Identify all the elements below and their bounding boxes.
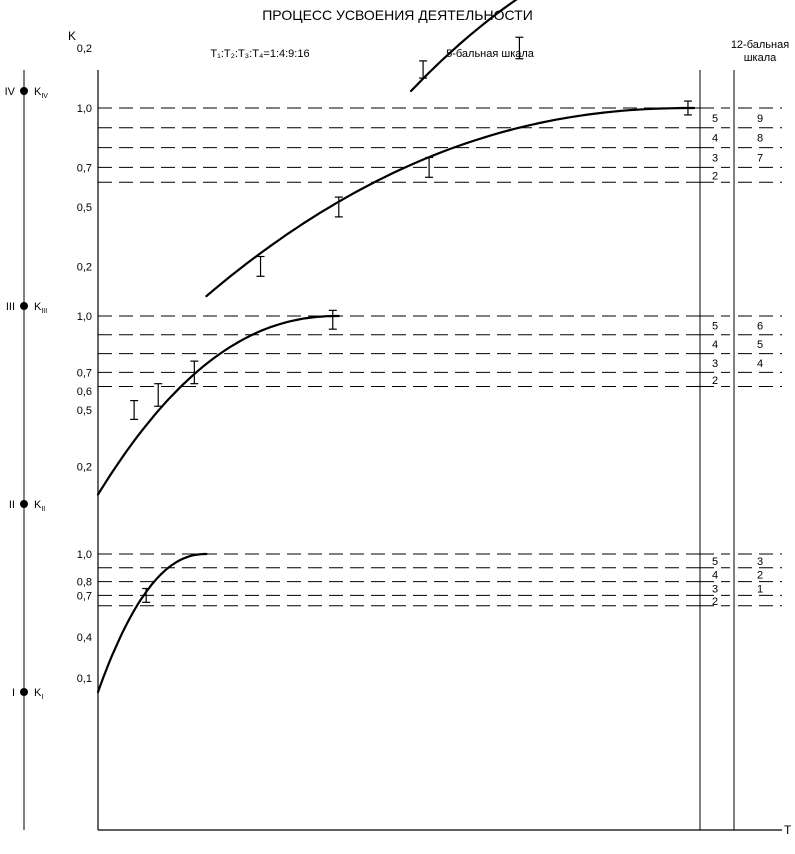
y-tick-label: 0,4 xyxy=(77,632,92,644)
scale5-value: 5 xyxy=(712,113,718,125)
scale12-value: 8 xyxy=(757,133,763,145)
roman-axis-dot xyxy=(20,688,28,696)
scale5-value: 4 xyxy=(712,339,718,351)
y-tick-label: 0,7 xyxy=(77,367,92,379)
roman-numeral: II xyxy=(9,499,15,511)
scale5-value: 3 xyxy=(712,584,718,596)
scale12-value: 3 xyxy=(757,556,763,568)
scale5-value: 2 xyxy=(712,596,718,608)
y-axis-label: K xyxy=(68,29,76,43)
y-tick-label: 0,5 xyxy=(77,405,92,417)
roman-numeral: III xyxy=(6,301,15,313)
roman-numeral: IV xyxy=(5,86,16,98)
y-tick-label: 1,0 xyxy=(77,103,92,115)
scale12-header-line1: 12-бальная xyxy=(731,39,789,51)
scale12-header-line2: шкала xyxy=(744,52,777,64)
y-tick-label: 1,0 xyxy=(77,549,92,561)
scale5-value: 5 xyxy=(712,556,718,568)
y-tick-label: 0,2 xyxy=(77,261,92,273)
scale5-value: 3 xyxy=(712,358,718,370)
roman-axis-dot xyxy=(20,500,28,508)
ratio-header: T₁:T₂:T₃:T₄=1:4:9:16 xyxy=(210,48,309,60)
scale12-value: 6 xyxy=(757,320,763,332)
scale5-value: 4 xyxy=(712,133,718,145)
y-tick-label: 0,2 xyxy=(77,43,92,55)
chart-title: ПРОЦЕСС УСВОЕНИЯ ДЕЯТЕЛЬНОСТИ xyxy=(262,7,533,23)
y-tick-label: 0,5 xyxy=(77,202,92,214)
y-tick-label: 0,8 xyxy=(77,577,92,589)
roman-axis-dot xyxy=(20,302,28,310)
scale5-value: 2 xyxy=(712,170,718,182)
scale12-value: 7 xyxy=(757,153,763,165)
y-tick-label: 1,0 xyxy=(77,311,92,323)
scale12-value: 1 xyxy=(757,584,763,596)
roman-numeral: I xyxy=(12,687,15,699)
y-tick-label: 0,7 xyxy=(77,590,92,602)
scale12-value: 9 xyxy=(757,113,763,125)
y-tick-label: 0,2 xyxy=(77,461,92,473)
scale12-value: 5 xyxy=(757,339,763,351)
scale5-value: 5 xyxy=(712,320,718,332)
x-axis-label: T xyxy=(784,823,792,837)
scale5-value: 2 xyxy=(712,375,718,387)
y-tick-label: 0,6 xyxy=(77,386,92,398)
y-tick-label: 0,1 xyxy=(77,673,92,685)
scale12-value: 4 xyxy=(757,358,763,370)
scale12-value: 2 xyxy=(757,570,763,582)
scale5-value: 4 xyxy=(712,570,718,582)
scale5-value: 3 xyxy=(712,153,718,165)
y-tick-label: 0,7 xyxy=(77,162,92,174)
roman-axis-dot xyxy=(20,87,28,95)
